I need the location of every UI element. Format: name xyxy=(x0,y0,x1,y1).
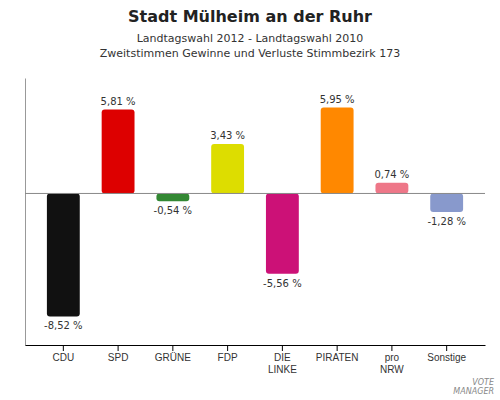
x-tick-mark xyxy=(63,345,64,351)
x-tick-mark xyxy=(337,345,338,351)
y-axis-line xyxy=(25,79,26,346)
bar xyxy=(211,144,244,194)
x-tick-label-line: NRW xyxy=(380,364,404,375)
x-axis: CDU SPD GRÜNE FDP DIELINKE PIRATEN proNRW Sonst… xyxy=(26,345,486,375)
bar xyxy=(156,193,189,201)
x-tick-label-line: SPD xyxy=(108,352,129,363)
x-tick: PIRATEN xyxy=(316,345,359,363)
x-tick-mark xyxy=(227,345,228,351)
title: Stadt Mülheim an der Ruhr xyxy=(128,7,372,26)
subtitle: Landtagswahl 2012 - Landtagswahl 2010 xyxy=(137,32,364,45)
x-tick-label: CDU xyxy=(52,352,74,363)
x-tick-label: FDP xyxy=(218,352,238,363)
x-tick-label: SPD xyxy=(108,352,129,363)
data-label: -8,52 % xyxy=(44,320,83,331)
data-label: 5,81 % xyxy=(101,96,136,107)
data-label: -0,54 % xyxy=(154,205,193,216)
data-label: -5,56 % xyxy=(263,278,302,289)
data-labels: -8,52 % 5,81 % -0,54 % 3,43 % -5,56 % 5,95 % 0… xyxy=(44,94,466,332)
annotation-line: MANAGER xyxy=(453,387,494,396)
x-tick-label: DIELINKE xyxy=(268,352,297,375)
x-tick-mark xyxy=(282,345,283,351)
x-tick: FDP xyxy=(218,345,238,363)
x-tick: Sonstige xyxy=(427,345,466,363)
x-tick: GRÜNE xyxy=(155,345,191,363)
chart: Stadt Mülheim an der Ruhr Landtagswahl 20… xyxy=(0,0,500,400)
bar xyxy=(430,193,463,211)
data-label: 3,43 % xyxy=(210,130,245,141)
x-tick-label-line: LINKE xyxy=(268,364,297,375)
x-tick-label-line: Sonstige xyxy=(427,352,466,363)
x-tick-mark xyxy=(391,345,392,351)
data-label: 5,95 % xyxy=(320,94,355,105)
x-tick-label-line: DIE xyxy=(274,352,291,363)
x-tick-mark xyxy=(118,345,119,351)
x-tick-label-line: GRÜNE xyxy=(155,352,191,363)
x-tick-mark xyxy=(446,345,447,351)
bar xyxy=(47,193,80,316)
x-tick-label-line: CDU xyxy=(52,352,74,363)
bars xyxy=(47,108,463,317)
x-tick: CDU xyxy=(52,345,74,363)
x-tick-mark xyxy=(172,345,173,351)
x-tick-label: proNRW xyxy=(380,352,404,375)
x-tick-label: Sonstige xyxy=(427,352,466,363)
bar xyxy=(102,110,135,194)
x-tick-label-line: FDP xyxy=(218,352,238,363)
data-label: 0,74 % xyxy=(374,169,409,180)
x-tick: proNRW xyxy=(380,345,404,375)
x-tick-label-line: PIRATEN xyxy=(316,352,359,363)
x-tick-label: GRÜNE xyxy=(155,352,191,363)
zero-line xyxy=(25,193,485,194)
subtitle: Zweitstimmen Gewinne und Verluste Stimmb… xyxy=(100,47,400,60)
annotation: VOTEMANAGER xyxy=(453,378,495,396)
x-tick: DIELINKE xyxy=(268,345,297,375)
bar xyxy=(321,108,354,194)
y-axis xyxy=(25,79,26,346)
bar xyxy=(266,193,299,273)
x-tick-label: PIRATEN xyxy=(316,352,359,363)
x-tick: SPD xyxy=(108,345,129,363)
data-label: -1,28 % xyxy=(427,216,466,227)
annotation-line: VOTE xyxy=(472,378,495,387)
x-tick-label-line: pro xyxy=(385,352,400,363)
x-axis-line xyxy=(26,345,486,346)
bar xyxy=(375,183,408,194)
